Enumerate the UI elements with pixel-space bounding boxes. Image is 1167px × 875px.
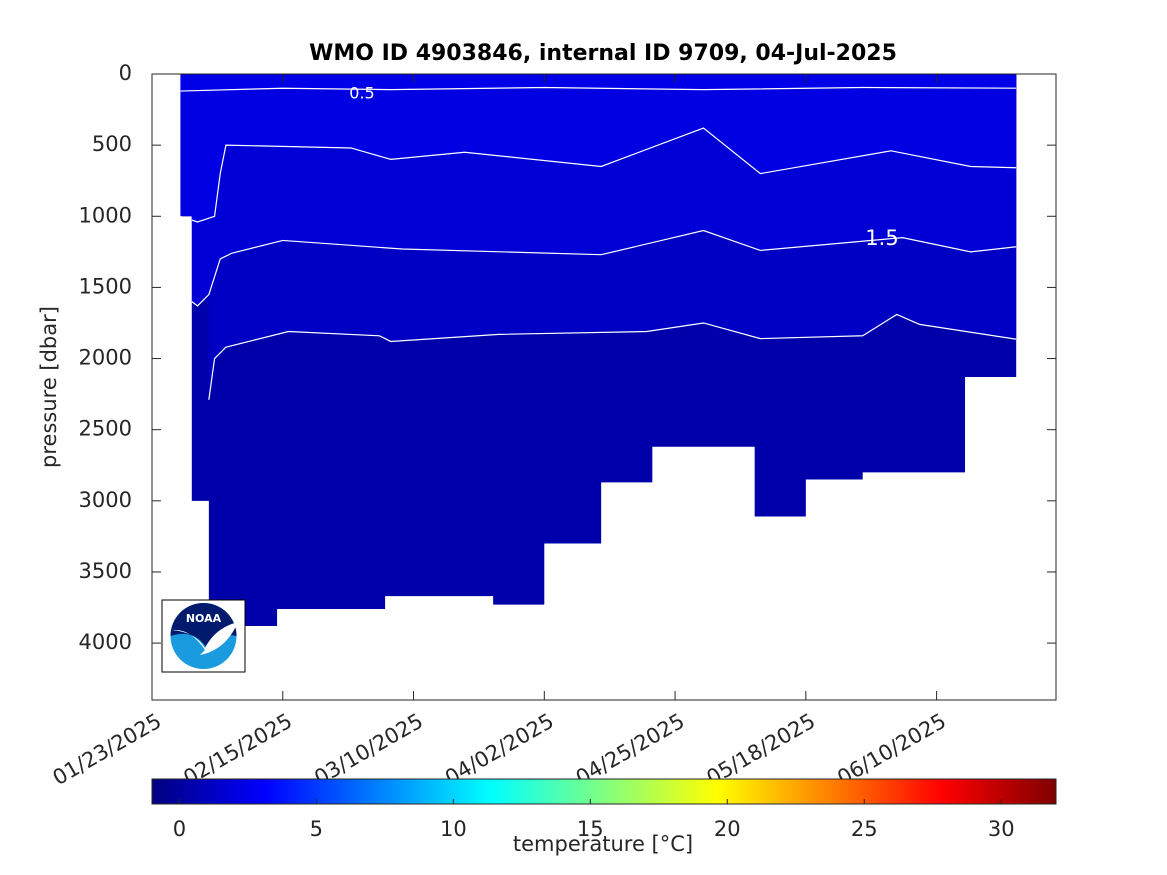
colorbar-tick-label: 30 — [988, 817, 1015, 841]
colorbar-tick-label: 25 — [851, 817, 878, 841]
y-axis-label: pressure [dbar] — [37, 306, 61, 468]
logo: NOAA — [161, 599, 246, 673]
x-tick-label: 03/10/2025 — [310, 709, 427, 790]
colorbar-tick-label: 0 — [173, 817, 186, 841]
y-tick-label: 0 — [119, 61, 132, 85]
x-tick-label: 01/23/2025 — [49, 709, 166, 790]
contour-line — [180, 127, 1017, 223]
contour-line — [180, 86, 1017, 92]
chart-title: WMO ID 4903846, internal ID 9709, 04-Jul… — [309, 41, 897, 66]
colorbar-tick-label: 20 — [714, 817, 741, 841]
contour-label: 1.5 — [865, 226, 898, 250]
y-tick-label: 500 — [92, 132, 132, 156]
contour-label: 0.5 — [349, 84, 374, 103]
x-tick-label: 06/10/2025 — [833, 709, 950, 790]
contour-line — [191, 229, 1017, 307]
colorbar-label: temperature [°C] — [513, 832, 693, 856]
logo-text: NOAA — [186, 612, 222, 625]
y-tick-label: 4000 — [79, 630, 132, 654]
contour-fills — [180, 74, 1017, 400]
y-tick-label: 3000 — [79, 488, 132, 512]
x-tick-label: 05/18/2025 — [703, 709, 820, 790]
colorbar-tick-label: 5 — [310, 817, 323, 841]
x-tick-label: 04/25/2025 — [572, 709, 689, 790]
y-tick-label: 1000 — [79, 203, 132, 227]
contour-line — [208, 313, 1017, 400]
y-tick-label: 1500 — [79, 274, 132, 298]
band-fill — [180, 74, 1017, 92]
colorbar-tick-label: 10 — [440, 817, 467, 841]
axes-box — [151, 73, 1057, 701]
colorbar — [151, 778, 1057, 805]
band-fill — [180, 74, 1017, 222]
y-tick-label: 2500 — [79, 417, 132, 441]
y-tick-label: 3500 — [79, 559, 132, 583]
y-tick-label: 2000 — [79, 346, 132, 370]
x-tick-label: 04/02/2025 — [441, 709, 558, 790]
colorbar-tick-label: 15 — [577, 817, 604, 841]
plot-area — [180, 74, 1017, 627]
x-tick-label: 02/15/2025 — [179, 709, 296, 790]
